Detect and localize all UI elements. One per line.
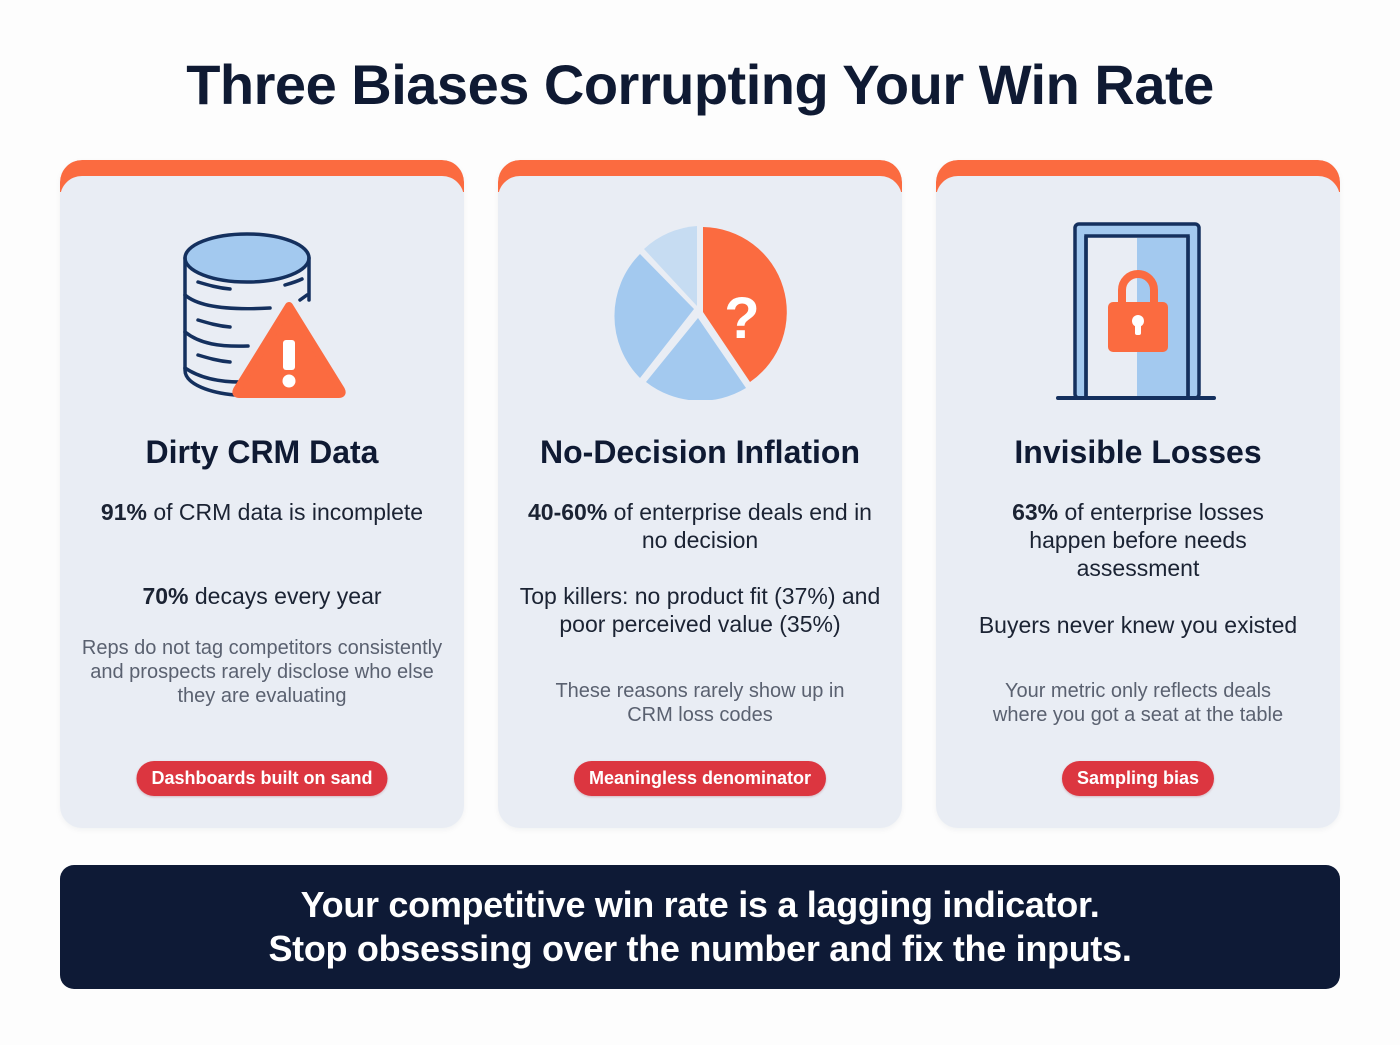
- locked-door-icon: [936, 220, 1340, 400]
- stat-text: of CRM data is incomplete: [146, 499, 424, 525]
- stat-text: decays every year: [188, 583, 382, 609]
- conclusion-badge: Sampling bias: [1061, 761, 1215, 796]
- page-title: Three Biases Corrupting Your Win Rate: [186, 53, 1214, 116]
- stat-secondary: 70% decays every year: [80, 582, 444, 610]
- card-invisible-losses: Invisible Losses 63% of enterprise losse…: [936, 160, 1340, 828]
- stat-text: Top killers: no product fit (37%) and po…: [519, 583, 881, 637]
- takeaway-banner: Your competitive win rate is a lagging i…: [60, 865, 1340, 989]
- stat-primary: 63% of enterprise losses happen before n…: [986, 498, 1290, 582]
- stat-highlight: 63%: [1012, 499, 1059, 525]
- stat-highlight: 91%: [100, 499, 147, 525]
- card-note: Your metric only reflects deals where yo…: [992, 680, 1284, 726]
- conclusion-badge: Dashboards built on sand: [136, 761, 388, 796]
- stat-secondary: Buyers never knew you existed: [956, 611, 1320, 639]
- card-title: No-Decision Inflation: [540, 434, 860, 470]
- card-title: Invisible Losses: [1014, 434, 1262, 470]
- database-warning-icon: [60, 220, 464, 400]
- stat-primary: 40-60% of enterprise deals end in no dec…: [518, 498, 882, 554]
- pie-chart-question-icon: ?: [498, 220, 902, 400]
- takeaway-line-2: Stop obsessing over the number and fix t…: [268, 928, 1132, 969]
- card-note: These reasons rarely show up in CRM loss…: [555, 680, 845, 726]
- takeaway-line-1: Your competitive win rate is a lagging i…: [300, 884, 1100, 925]
- stat-primary: 91% of CRM data is incomplete: [80, 498, 444, 526]
- card-no-decision-inflation: ? No-Decision Inflation 40-60% of enterp…: [498, 160, 902, 828]
- stat-highlight: 70%: [142, 583, 189, 609]
- stat-text: of enterprise deals end in no decision: [607, 499, 872, 553]
- stat-text: Buyers never knew you existed: [978, 612, 1298, 638]
- stat-text: of enterprise losses happen before needs…: [1029, 499, 1264, 581]
- stat-secondary: Top killers: no product fit (37%) and po…: [518, 582, 882, 638]
- card-dirty-crm-data: Dirty CRM Data 91% of CRM data is incomp…: [60, 160, 464, 828]
- conclusion-badge: Meaningless denominator: [573, 761, 827, 796]
- card-note: Reps do not tag competitors consistently…: [81, 637, 443, 707]
- card-title: Dirty CRM Data: [145, 434, 379, 470]
- svg-text:?: ?: [724, 286, 759, 351]
- stat-highlight: 40-60%: [528, 499, 608, 525]
